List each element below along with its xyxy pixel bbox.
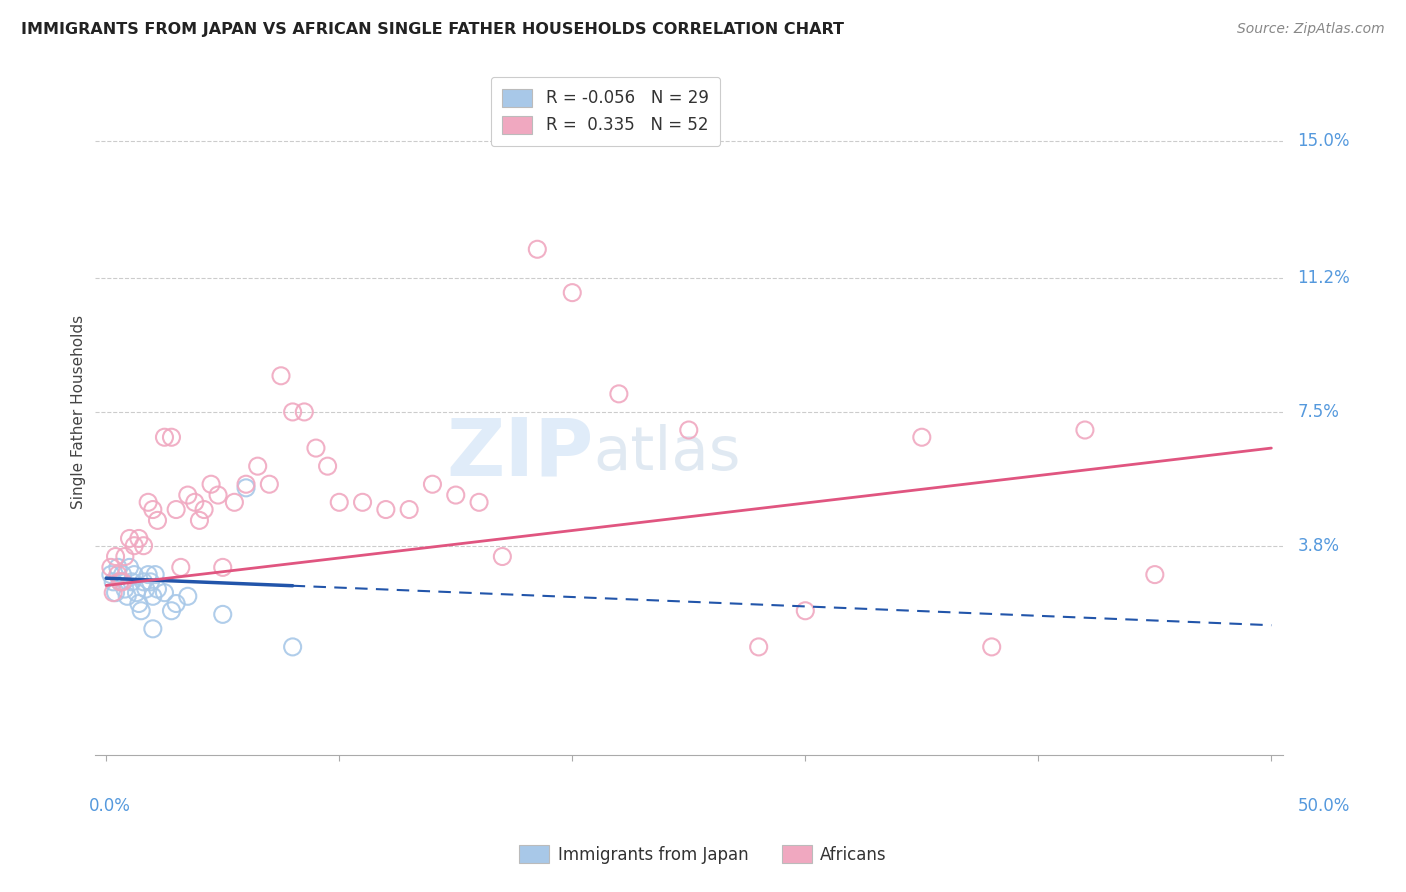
Point	[153, 585, 176, 599]
Point	[281, 405, 304, 419]
Legend: R = -0.056   N = 29, R =  0.335   N = 52: R = -0.056 N = 29, R = 0.335 N = 52	[491, 77, 720, 146]
Point	[316, 459, 339, 474]
Point	[281, 640, 304, 654]
Legend: Immigrants from Japan, Africans: Immigrants from Japan, Africans	[513, 838, 893, 871]
Point	[468, 495, 491, 509]
Point	[170, 560, 193, 574]
Point	[143, 567, 166, 582]
Point	[444, 488, 467, 502]
Point	[374, 502, 396, 516]
Point	[114, 582, 136, 596]
Point	[211, 607, 233, 622]
Point	[160, 604, 183, 618]
Point	[211, 560, 233, 574]
Point	[193, 502, 215, 516]
Point	[491, 549, 513, 564]
Point	[111, 574, 134, 589]
Point	[422, 477, 444, 491]
Point	[153, 430, 176, 444]
Point	[526, 242, 548, 256]
Text: 50.0%: 50.0%	[1298, 797, 1350, 814]
Point	[160, 430, 183, 444]
Point	[328, 495, 350, 509]
Point	[246, 459, 269, 474]
Point	[136, 495, 159, 509]
Text: ZIP: ZIP	[447, 414, 593, 492]
Text: 15.0%: 15.0%	[1298, 132, 1350, 150]
Point	[122, 567, 145, 582]
Point	[114, 549, 136, 564]
Point	[104, 585, 127, 599]
Point	[142, 622, 165, 636]
Point	[177, 589, 200, 603]
Text: IMMIGRANTS FROM JAPAN VS AFRICAN SINGLE FATHER HOUSEHOLDS CORRELATION CHART: IMMIGRANTS FROM JAPAN VS AFRICAN SINGLE …	[21, 22, 844, 37]
Point	[911, 430, 934, 444]
Point	[107, 567, 129, 582]
Point	[122, 539, 145, 553]
Point	[207, 488, 229, 502]
Point	[132, 574, 155, 589]
Point	[142, 589, 165, 603]
Point	[561, 285, 583, 300]
Point	[121, 574, 143, 589]
Point	[129, 604, 152, 618]
Point	[100, 567, 122, 582]
Point	[352, 495, 374, 509]
Point	[132, 539, 155, 553]
Point	[107, 560, 129, 574]
Point	[188, 513, 211, 527]
Text: atlas: atlas	[593, 424, 741, 483]
Point	[184, 495, 207, 509]
Text: 11.2%: 11.2%	[1298, 269, 1350, 287]
Point	[103, 585, 125, 599]
Text: 7.5%: 7.5%	[1298, 403, 1339, 421]
Point	[235, 481, 257, 495]
Point	[748, 640, 770, 654]
Point	[115, 589, 138, 603]
Point	[108, 574, 131, 589]
Point	[125, 585, 148, 599]
Text: 0.0%: 0.0%	[89, 797, 131, 814]
Point	[607, 387, 630, 401]
Point	[165, 502, 187, 516]
Point	[139, 574, 162, 589]
Point	[177, 488, 200, 502]
Point	[128, 532, 150, 546]
Point	[1074, 423, 1097, 437]
Point	[292, 405, 315, 419]
Point	[128, 597, 150, 611]
Point	[118, 532, 141, 546]
Text: Source: ZipAtlas.com: Source: ZipAtlas.com	[1237, 22, 1385, 37]
Point	[103, 574, 125, 589]
Point	[1143, 567, 1166, 582]
Point	[259, 477, 281, 491]
Point	[235, 477, 257, 491]
Text: 3.8%: 3.8%	[1298, 537, 1340, 555]
Y-axis label: Single Father Households: Single Father Households	[72, 315, 86, 509]
Point	[142, 502, 165, 516]
Point	[104, 549, 127, 564]
Point	[200, 477, 222, 491]
Point	[100, 560, 122, 574]
Point	[111, 567, 134, 582]
Point	[398, 502, 420, 516]
Point	[980, 640, 1002, 654]
Point	[305, 441, 328, 455]
Point	[794, 604, 817, 618]
Point	[165, 597, 187, 611]
Point	[146, 582, 169, 596]
Point	[118, 560, 141, 574]
Point	[108, 574, 131, 589]
Point	[224, 495, 246, 509]
Point	[146, 513, 169, 527]
Point	[270, 368, 292, 383]
Point	[678, 423, 700, 437]
Point	[135, 582, 157, 596]
Point	[136, 567, 159, 582]
